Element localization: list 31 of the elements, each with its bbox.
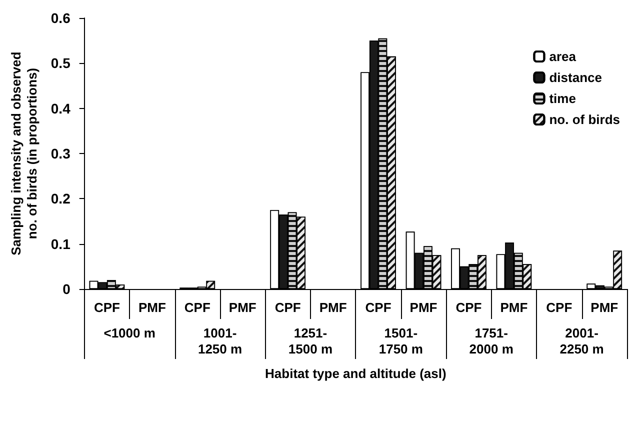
text: 2001- 2250 m [560,326,604,356]
x-tick-label: PMF [500,300,528,315]
legend-label: distance [549,70,602,85]
x-tick-label: CPF [365,300,392,315]
x-tick-label: CPF [274,300,301,315]
x-axis-title: Habitat type and altitude (asl) [265,366,446,381]
y-tick-label: 0.3 [50,146,71,162]
y-tick-label: 0 [62,281,71,297]
legend-label: area [549,49,577,64]
text: <1000 m [104,326,156,340]
y-tick-label: 0.2 [50,190,71,207]
legend-label: no. of birds [549,112,620,127]
x-tick-label: CPF [184,300,210,315]
x-tick-label: PMF [319,300,347,315]
x-tick-label: CPF [456,300,482,315]
x-tick-label: PMF [410,300,438,315]
x-tick-label: CPF [546,300,572,315]
text: 1751- 2000 m [469,326,514,356]
text: 1251- 1500 m [288,326,333,356]
x-tick-label: PMF [228,300,256,315]
text: 1001- 1250 m [198,326,242,356]
x-tick-label: PMF [138,300,166,315]
y-tick-label: 0.1 [50,236,71,252]
y-tick-label: 0.5 [50,55,71,72]
text: 1501- 1750 m [378,326,423,356]
y-tick-label: 0.6 [50,10,71,26]
x-tick-label: PMF [590,300,618,315]
legend-label: time [549,91,576,106]
x-tick-label: CPF [94,300,120,315]
y-tick-label: 0.4 [50,100,71,116]
y-axis-title: Sampling intensity and observed no. of birds (in proportions) [8,52,40,256]
